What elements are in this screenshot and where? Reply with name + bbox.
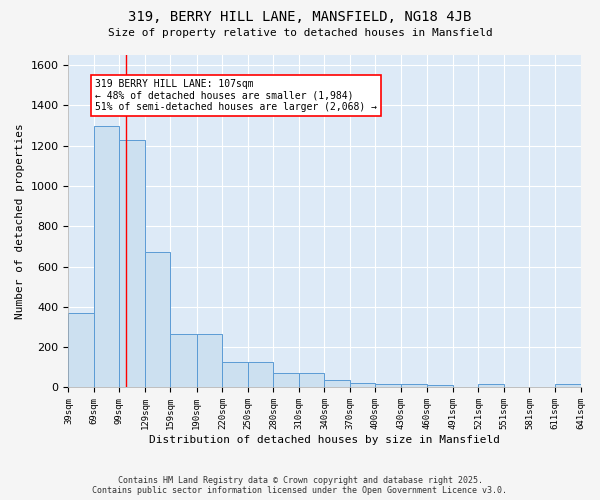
Bar [299,374,325,388]
Bar [555,384,581,388]
Bar [68,313,94,388]
Text: Size of property relative to detached houses in Mansfield: Size of property relative to detached ho… [107,28,493,38]
Bar [376,384,401,388]
Bar [223,362,248,388]
Bar [350,384,376,388]
Text: 319, BERRY HILL LANE, MANSFIELD, NG18 4JB: 319, BERRY HILL LANE, MANSFIELD, NG18 4J… [128,10,472,24]
Bar [427,386,453,388]
Bar [145,252,170,388]
Bar [325,380,350,388]
Y-axis label: Number of detached properties: Number of detached properties [15,124,25,319]
Bar [94,126,119,388]
Bar [197,334,223,388]
Bar [119,140,145,388]
Text: 319 BERRY HILL LANE: 107sqm
← 48% of detached houses are smaller (1,984)
51% of : 319 BERRY HILL LANE: 107sqm ← 48% of det… [95,79,377,112]
Bar [401,384,427,388]
Bar [248,362,274,388]
Bar [274,374,299,388]
Bar [170,334,197,388]
Bar [478,384,504,388]
Text: Contains HM Land Registry data © Crown copyright and database right 2025.
Contai: Contains HM Land Registry data © Crown c… [92,476,508,495]
X-axis label: Distribution of detached houses by size in Mansfield: Distribution of detached houses by size … [149,435,500,445]
